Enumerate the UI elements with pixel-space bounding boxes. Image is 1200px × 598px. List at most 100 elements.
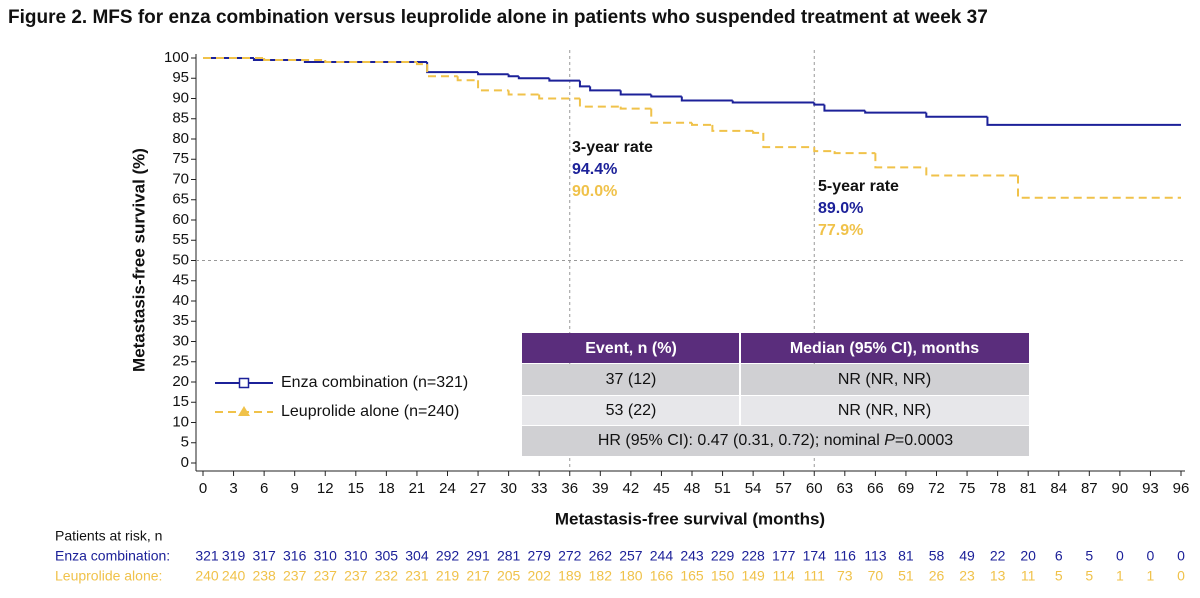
hr-text: HR (95% CI): 0.47 (0.31, 0.72); nominal … <box>598 432 953 449</box>
annotation-value: 77.9% <box>818 222 863 239</box>
x-tick-label: 66 <box>867 480 884 497</box>
at-risk-value: 310 <box>314 548 338 564</box>
legend-marker <box>238 377 250 389</box>
x-tick-label: 24 <box>439 480 456 497</box>
y-tick-label: 60 <box>172 211 189 228</box>
x-tick-label: 54 <box>745 480 762 497</box>
at-risk-value: 6 <box>1055 548 1063 564</box>
y-tick-label: 95 <box>172 69 189 86</box>
at-risk-value: 114 <box>773 568 796 584</box>
hr-part: P <box>884 432 895 449</box>
x-tick-label: 42 <box>623 480 640 497</box>
at-risk-value: 237 <box>344 568 368 584</box>
at-risk-label: Enza combination: <box>55 548 170 564</box>
step-segment <box>548 78 580 82</box>
at-risk-value: 116 <box>834 548 857 564</box>
at-risk-value: 316 <box>283 548 307 564</box>
at-risk-title: Patients at risk, n <box>55 528 162 544</box>
table-header: Median (95% CI), months <box>790 340 979 357</box>
at-risk-value: 228 <box>741 548 765 564</box>
at-risk-value: 70 <box>868 568 884 584</box>
x-tick-label: 51 <box>714 480 731 497</box>
step-segment <box>324 60 417 64</box>
at-risk-value: 279 <box>528 548 552 564</box>
step-segment <box>589 86 621 92</box>
annotation-heading: 3-year rate <box>572 139 653 156</box>
step-segment <box>477 80 509 92</box>
step-segment <box>823 104 866 112</box>
step-segment <box>252 58 305 62</box>
annotation-heading: 5-year rate <box>818 178 899 195</box>
at-risk-value: 174 <box>803 548 827 564</box>
at-risk-value: 5 <box>1085 568 1093 584</box>
annotation-value: 94.4% <box>572 161 617 178</box>
hr-part: HR (95% CI): 0.47 (0.31, 0.72); nominal <box>598 432 884 449</box>
y-tick-label: 85 <box>172 110 189 127</box>
step-segment <box>578 98 621 108</box>
x-tick-label: 57 <box>775 480 792 497</box>
at-risk-value: 240 <box>195 568 219 584</box>
x-tick-label: 6 <box>260 480 268 497</box>
step-segment <box>680 96 733 102</box>
x-tick-label: 96 <box>1173 480 1190 497</box>
step-segment <box>650 94 682 98</box>
y-tick-label: 20 <box>172 373 189 390</box>
at-risk-value: 262 <box>589 548 613 564</box>
x-tick-label: 9 <box>291 480 299 497</box>
at-risk-value: 237 <box>314 568 338 584</box>
y-tick-label: 35 <box>172 312 189 329</box>
table-cell: NR (NR, NR) <box>838 402 931 419</box>
y-tick-label: 15 <box>172 393 189 410</box>
at-risk-value: 73 <box>837 568 853 584</box>
y-tick-label: 45 <box>172 272 189 289</box>
y-tick-label: 0 <box>181 454 189 471</box>
at-risk-value: 317 <box>252 548 276 564</box>
x-tick-label: 0 <box>199 480 207 497</box>
at-risk-value: 177 <box>772 548 796 564</box>
x-tick-label: 21 <box>409 480 426 497</box>
x-tick-label: 33 <box>531 480 548 497</box>
step-segment <box>477 72 509 76</box>
at-risk-value: 150 <box>711 568 735 584</box>
at-risk-value: 0 <box>1177 568 1185 584</box>
at-risk-value: 237 <box>283 568 307 584</box>
at-risk-value: 20 <box>1020 548 1036 564</box>
step-segment <box>813 102 825 106</box>
at-risk-value: 165 <box>680 568 704 584</box>
legend-label: Enza combination (n=321) <box>281 374 468 391</box>
at-risk-value: 1 <box>1116 568 1124 584</box>
x-tick-label: 93 <box>1142 480 1159 497</box>
y-tick-label: 50 <box>172 251 189 268</box>
y-tick-label: 5 <box>181 434 189 451</box>
step-segment <box>833 151 876 155</box>
step-segment <box>538 94 580 100</box>
table-row-bg <box>522 396 1029 425</box>
step-segment <box>1017 175 1181 199</box>
step-segment <box>263 58 326 62</box>
step-segment <box>426 62 479 74</box>
y-tick-label: 100 <box>164 49 189 66</box>
at-risk-value: 23 <box>959 568 975 584</box>
at-risk-value: 1 <box>1147 568 1155 584</box>
at-risk-value: 217 <box>466 568 490 584</box>
at-risk-value: 51 <box>898 568 914 584</box>
at-risk-value: 202 <box>528 568 552 584</box>
x-tick-label: 27 <box>470 480 487 497</box>
y-tick-label: 65 <box>172 191 189 208</box>
at-risk-value: 0 <box>1177 548 1185 564</box>
at-risk-label: Leuprolide alone: <box>55 568 162 584</box>
at-risk-value: 49 <box>959 548 975 564</box>
at-risk-value: 5 <box>1055 568 1063 584</box>
at-risk-value: 166 <box>650 568 674 584</box>
x-tick-label: 87 <box>1081 480 1098 497</box>
at-risk-value: 58 <box>929 548 945 564</box>
at-risk-value: 244 <box>650 548 674 564</box>
at-risk-value: 149 <box>741 568 765 584</box>
at-risk-value: 238 <box>252 568 276 584</box>
at-risk-value: 304 <box>405 548 429 564</box>
step-segment <box>813 147 835 153</box>
y-tick-label: 10 <box>172 413 189 430</box>
at-risk-value: 113 <box>864 548 887 564</box>
y-axis-title: Metastasis-free survival (%) <box>129 148 148 372</box>
